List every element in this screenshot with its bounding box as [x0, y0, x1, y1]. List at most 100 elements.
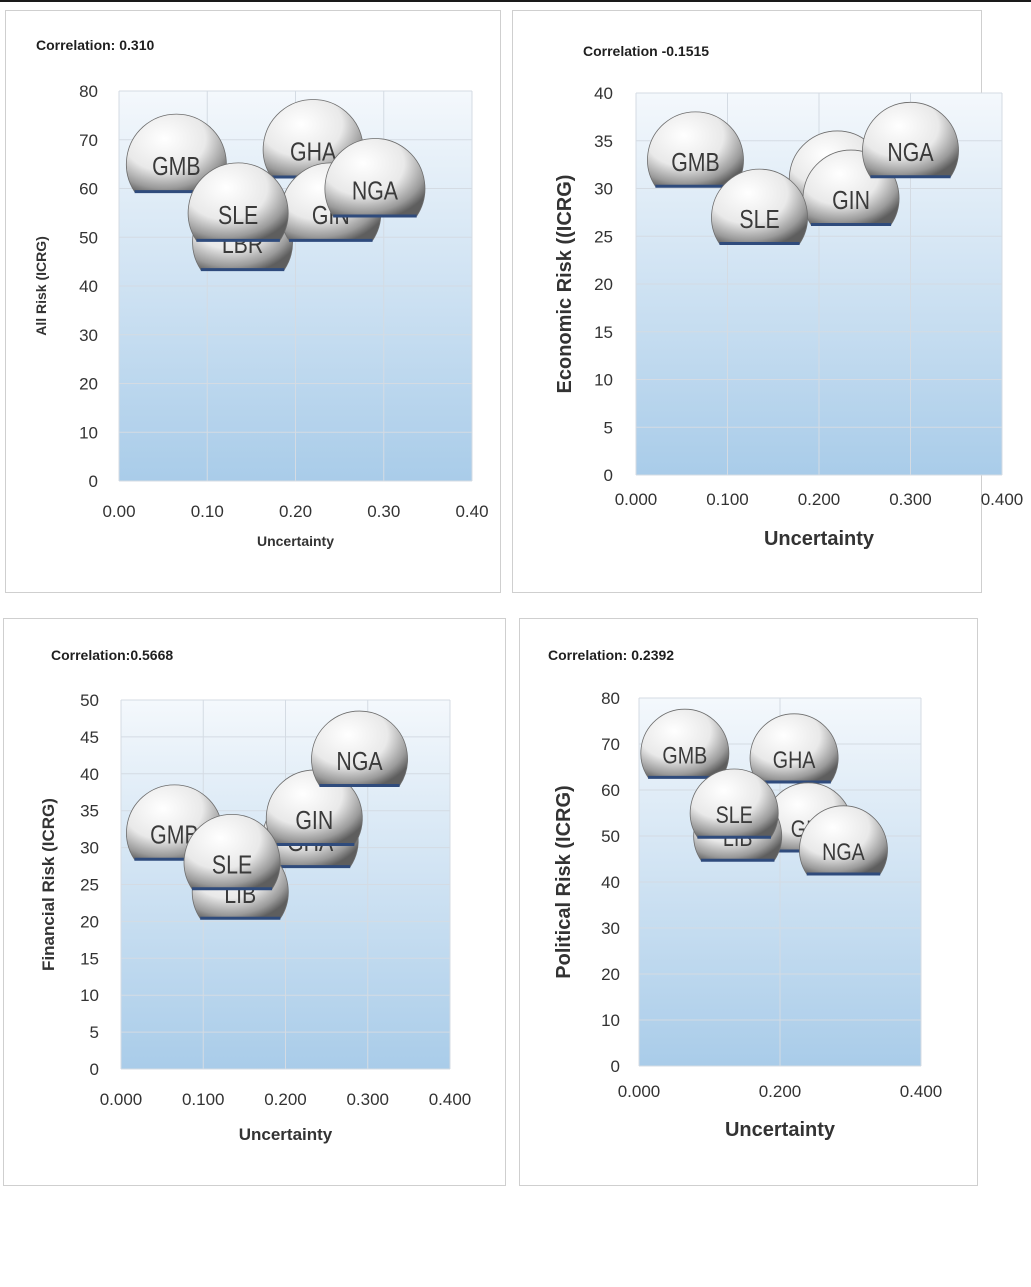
y-axis-title: Economic Risk ((ICRG): [554, 175, 576, 394]
y-tick-label: 50: [601, 827, 620, 846]
y-tick-label: 10: [601, 1011, 620, 1030]
y-tick-label: 40: [79, 277, 98, 296]
x-tick-label: 0.400: [429, 1090, 472, 1109]
y-tick-label: 50: [80, 691, 99, 710]
x-axis-title: Uncertainty: [257, 533, 334, 549]
x-tick-label: 0.000: [100, 1090, 143, 1109]
bubble-layer: GMBGHAGINLIBSLENGA: [640, 708, 888, 876]
y-tick-label: 0: [89, 472, 98, 491]
data-bubble-gin: GIN: [265, 769, 363, 846]
y-tick-label: 30: [594, 180, 613, 199]
x-tick-label: 0.100: [706, 490, 749, 509]
x-tick-label: 0.20: [279, 502, 312, 521]
bubble-label: SLE: [739, 205, 779, 235]
y-tick-label: 30: [79, 326, 98, 345]
bubble-label: NGA: [352, 176, 398, 206]
y-tick-label: 5: [604, 418, 613, 437]
bubble-label: GHA: [773, 746, 816, 773]
y-axis-title: Financial Risk (ICRG): [39, 798, 58, 971]
y-tick-label: 80: [601, 689, 620, 708]
chart-panel-all-risk: Correlation: 0.310 0 10 20 30 40 50 60 70 80 0.00…: [5, 10, 501, 593]
bubble-label: SLE: [716, 801, 753, 828]
x-tick-label: 0.40: [455, 502, 488, 521]
y-axis-title: All Risk (ICRG): [33, 236, 49, 336]
x-tick-label: 0.300: [346, 1090, 389, 1109]
y-tick-label: 0: [90, 1060, 99, 1079]
data-bubble-nga: NGA: [799, 805, 888, 876]
y-tick-label: 40: [601, 873, 620, 892]
data-bubble-sle: SLE: [183, 813, 281, 891]
data-bubble-gmb: GMB: [640, 708, 730, 779]
x-tick-label: 0.300: [889, 490, 932, 509]
y-tick-label: 70: [601, 735, 620, 754]
x-tick-label: 0.200: [264, 1090, 307, 1109]
y-tick-label: 15: [594, 323, 613, 342]
x-axis-title: Uncertainty: [764, 528, 875, 550]
x-axis-title: Uncertainty: [239, 1125, 333, 1144]
y-tick-label: 20: [80, 912, 99, 931]
y-tick-label: 0: [604, 466, 613, 485]
y-tick-label: 60: [79, 180, 98, 199]
y-tick-label: 45: [80, 728, 99, 747]
data-bubble-nga: NGA: [862, 101, 959, 179]
economic-risk-scatter-plot: 0 5 10 15 20 25 30 35 40 0.000 0.100 0.200 0.300 0.40…: [554, 84, 1023, 550]
top-rule: [0, 0, 1031, 2]
bubble-label: SLE: [212, 850, 252, 880]
bubble-label: SLE: [218, 201, 258, 231]
y-axis-title: Political Risk (ICRG): [553, 785, 575, 978]
bubble-label: GIN: [295, 806, 333, 836]
data-bubble-gha: GHA: [749, 713, 839, 784]
bubble-label: GHA: [290, 137, 336, 167]
bubble-label: NGA: [822, 838, 865, 865]
y-tick-label: 40: [80, 765, 99, 784]
chart-panel-political-risk: Correlation: 0.2392 0 10 20 30 40 50 60 70 80 0.0…: [519, 618, 978, 1186]
x-tick-label: 0.00: [102, 502, 135, 521]
x-tick-label: 0.400: [900, 1082, 943, 1101]
y-tick-label: 30: [80, 839, 99, 858]
y-tick-label: 35: [594, 132, 613, 151]
chart-panel-financial-risk: Correlation:0.5668 0 5 10 15 20 25 30 35 40 45 50 0…: [3, 618, 506, 1186]
data-bubble-sle: SLE: [187, 162, 289, 242]
y-tick-label: 15: [80, 949, 99, 968]
all-risk-scatter-plot: 0 10 20 30 40 50 60 70 80 0.00 0.10 0.20 0.30 0.40 Unc…: [33, 82, 489, 549]
y-tick-label: 25: [80, 876, 99, 895]
y-tick-label: 20: [594, 275, 613, 294]
x-tick-label: 0.000: [615, 490, 658, 509]
y-tick-label: 70: [79, 131, 98, 150]
y-tick-label: 25: [594, 227, 613, 246]
data-bubble-nga: NGA: [311, 710, 408, 787]
data-bubble-sle: SLE: [711, 168, 808, 246]
y-tick-label: 10: [594, 371, 613, 390]
y-tick-label: 30: [601, 919, 620, 938]
correlation-title: Correlation: 0.310: [36, 37, 155, 53]
correlation-title: Correlation:0.5668: [51, 647, 174, 663]
data-bubble-nga: NGA: [324, 138, 426, 218]
y-tick-label: 10: [80, 986, 99, 1005]
data-bubble-gmb: GMB: [647, 111, 744, 188]
x-tick-label: 0.100: [182, 1090, 225, 1109]
y-tick-label: 80: [79, 82, 98, 101]
political-risk-scatter-plot: 0 10 20 30 40 50 60 70 80 0.000 0.200 0.400 Uncertai…: [553, 689, 943, 1141]
financial-risk-scatter-plot: 0 5 10 15 20 25 30 35 40 45 50 0.000 0.100 0.200 0.300…: [39, 691, 472, 1144]
y-tick-label: 60: [601, 781, 620, 800]
bubble-label: GIN: [832, 186, 870, 216]
bubble-label: NGA: [336, 747, 382, 777]
correlation-title: Correlation: 0.2392: [548, 647, 675, 663]
y-tick-label: 50: [79, 228, 98, 247]
x-tick-label: 0.400: [981, 490, 1024, 509]
y-tick-label: 40: [594, 84, 613, 103]
y-tick-label: 20: [79, 375, 98, 394]
x-tick-label: 0.200: [798, 490, 841, 509]
y-tick-label: 20: [601, 965, 620, 984]
bubble-label: GMB: [671, 148, 720, 178]
y-tick-label: 10: [79, 423, 98, 442]
y-tick-label: 35: [80, 802, 99, 821]
data-bubble-sle: SLE: [689, 768, 779, 839]
x-tick-label: 0.200: [759, 1082, 802, 1101]
x-tick-label: 0.000: [618, 1082, 661, 1101]
y-tick-label: 0: [611, 1057, 620, 1076]
bubble-layer: GMBGHAGINLIBSLENGA: [126, 710, 408, 920]
bubble-layer: GMBGHAGINSLENGA: [647, 101, 959, 246]
x-axis-title: Uncertainty: [725, 1119, 836, 1141]
